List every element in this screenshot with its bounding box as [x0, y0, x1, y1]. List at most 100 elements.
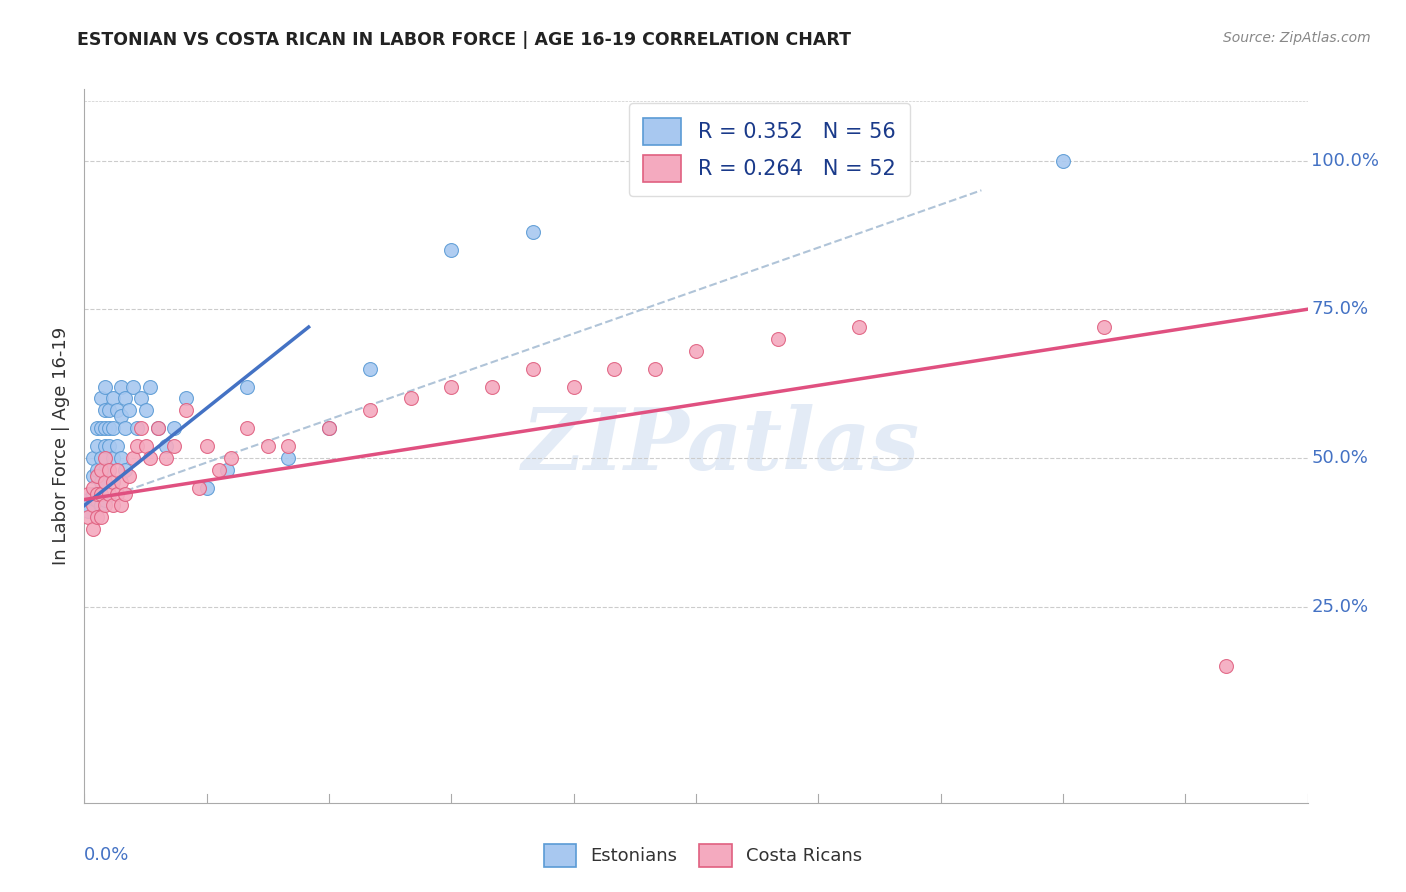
Point — [86, 463, 108, 477]
Point — [174, 403, 197, 417]
Point — [93, 379, 115, 393]
Point — [105, 463, 128, 477]
Point — [105, 439, 128, 453]
Point — [101, 421, 124, 435]
Point — [86, 486, 108, 500]
Point — [127, 421, 149, 435]
Point — [90, 486, 112, 500]
Point — [90, 463, 112, 477]
Point — [97, 463, 120, 477]
Point — [118, 403, 141, 417]
Point — [93, 450, 115, 465]
Point — [90, 475, 112, 489]
Text: 50.0%: 50.0% — [1312, 449, 1368, 467]
Point — [110, 379, 132, 393]
Point — [848, 320, 870, 334]
Point — [101, 475, 124, 489]
Legend: Estonians, Costa Ricans: Estonians, Costa Ricans — [537, 837, 869, 874]
Point — [97, 486, 120, 500]
Point — [101, 392, 124, 406]
Point — [97, 439, 120, 453]
Point — [90, 510, 112, 524]
Point — [101, 450, 124, 465]
Point — [101, 499, 124, 513]
Text: 100.0%: 100.0% — [1312, 152, 1379, 169]
Text: 25.0%: 25.0% — [1312, 598, 1368, 615]
Point — [86, 421, 108, 435]
Text: ESTONIAN VS COSTA RICAN IN LABOR FORCE | AGE 16-19 CORRELATION CHART: ESTONIAN VS COSTA RICAN IN LABOR FORCE |… — [77, 31, 851, 49]
Point — [93, 421, 115, 435]
Point — [77, 510, 100, 524]
Point — [217, 463, 239, 477]
Point — [685, 343, 707, 358]
Point — [359, 403, 381, 417]
Point — [195, 481, 218, 495]
Point — [522, 361, 544, 376]
Point — [93, 439, 115, 453]
Point — [236, 379, 259, 393]
Point — [122, 379, 145, 393]
Point — [889, 153, 911, 168]
Point — [1092, 320, 1115, 334]
Point — [440, 379, 463, 393]
Point — [603, 361, 626, 376]
Point — [187, 481, 209, 495]
Point — [82, 486, 104, 500]
Point — [644, 361, 666, 376]
Point — [138, 450, 160, 465]
Point — [86, 439, 108, 453]
Point — [114, 421, 136, 435]
Point — [118, 468, 141, 483]
Point — [86, 468, 108, 483]
Point — [146, 421, 169, 435]
Point — [1052, 153, 1074, 168]
Point — [155, 439, 177, 453]
Text: 75.0%: 75.0% — [1312, 301, 1368, 318]
Point — [1215, 659, 1237, 673]
Point — [236, 421, 259, 435]
Point — [82, 499, 104, 513]
Point — [219, 450, 242, 465]
Point — [257, 439, 280, 453]
Point — [114, 486, 136, 500]
Point — [82, 522, 104, 536]
Point — [77, 492, 100, 507]
Point — [163, 439, 186, 453]
Point — [82, 450, 104, 465]
Point — [110, 475, 132, 489]
Point — [86, 510, 108, 524]
Text: Source: ZipAtlas.com: Source: ZipAtlas.com — [1223, 31, 1371, 45]
Point — [440, 243, 463, 257]
Point — [93, 403, 115, 417]
Point — [562, 379, 585, 393]
Point — [399, 392, 422, 406]
Point — [77, 504, 100, 518]
Point — [82, 468, 104, 483]
Point — [97, 403, 120, 417]
Point — [318, 421, 340, 435]
Point — [138, 379, 160, 393]
Point — [195, 439, 218, 453]
Legend: R = 0.352   N = 56, R = 0.264   N = 52: R = 0.352 N = 56, R = 0.264 N = 52 — [628, 103, 910, 196]
Point — [135, 403, 157, 417]
Point — [114, 392, 136, 406]
Point — [110, 409, 132, 424]
Point — [90, 450, 112, 465]
Point — [93, 499, 115, 513]
Point — [97, 463, 120, 477]
Point — [131, 421, 153, 435]
Point — [82, 481, 104, 495]
Point — [93, 492, 115, 507]
Point — [97, 421, 120, 435]
Point — [146, 421, 169, 435]
Point — [77, 486, 100, 500]
Text: 0.0%: 0.0% — [84, 846, 129, 863]
Point — [318, 421, 340, 435]
Point — [86, 492, 108, 507]
Point — [114, 463, 136, 477]
Text: ZIPatlas: ZIPatlas — [522, 404, 920, 488]
Point — [93, 463, 115, 477]
Point — [277, 439, 299, 453]
Y-axis label: In Labor Force | Age 16-19: In Labor Force | Age 16-19 — [52, 326, 70, 566]
Point — [135, 439, 157, 453]
